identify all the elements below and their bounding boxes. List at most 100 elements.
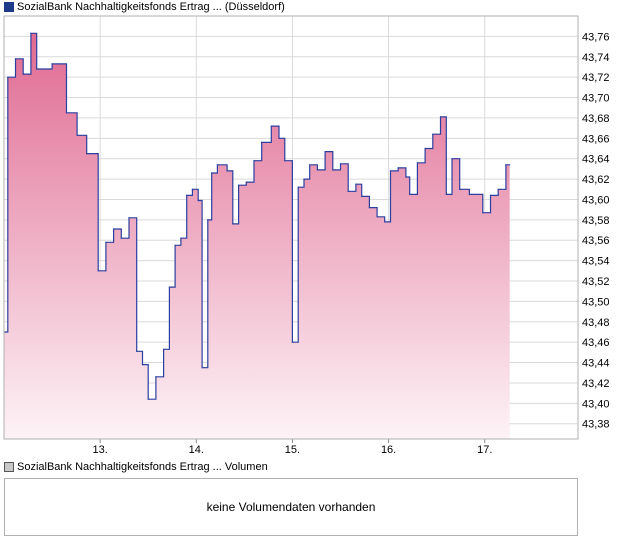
price-point xyxy=(216,164,218,166)
price-point xyxy=(278,137,280,139)
price-point xyxy=(339,163,342,165)
price-point xyxy=(180,237,182,239)
price-point xyxy=(505,164,507,166)
y-tick-label: 43,74 xyxy=(582,52,610,64)
price-point xyxy=(355,183,357,185)
y-tick-label: 43,60 xyxy=(582,194,610,206)
price-point xyxy=(409,193,411,195)
x-tick-label: 13. xyxy=(92,444,107,456)
price-point xyxy=(432,133,434,135)
price-series-swatch xyxy=(4,2,14,12)
price-point xyxy=(238,184,240,186)
y-tick-label: 43,58 xyxy=(582,215,610,227)
price-point xyxy=(201,367,203,369)
price-point xyxy=(297,186,299,188)
x-tick-label: 15. xyxy=(285,444,300,456)
y-tick-label: 43,64 xyxy=(582,154,610,166)
price-point xyxy=(284,160,286,162)
price-chart: 43,38 43,40 43,42 43,44 43,46 43,48 43,50 43,52… xyxy=(3,15,610,456)
price-point xyxy=(155,376,157,378)
price-point xyxy=(368,207,370,209)
price-series-line xyxy=(4,32,510,400)
area-layer xyxy=(3,32,511,440)
y-tick-label: 43,54 xyxy=(582,256,610,268)
price-point xyxy=(22,73,24,75)
price-point xyxy=(207,219,209,221)
price-point xyxy=(424,147,426,150)
price-point xyxy=(120,237,122,239)
price-point xyxy=(211,172,213,174)
price-point xyxy=(163,348,165,350)
y-tick-label: 43,46 xyxy=(582,337,610,349)
price-area-fill xyxy=(4,33,510,440)
y-tick-label: 43,38 xyxy=(582,419,610,431)
price-point xyxy=(468,193,470,195)
price-point xyxy=(245,181,247,183)
y-tick-label: 43,40 xyxy=(582,398,610,410)
price-point xyxy=(316,169,318,171)
y-tick-label: 43,44 xyxy=(582,358,610,370)
price-point xyxy=(497,188,499,190)
price-point xyxy=(30,32,32,34)
price-point xyxy=(226,170,228,172)
y-tick-label: 43,56 xyxy=(582,235,610,247)
price-point xyxy=(347,190,349,192)
y-tick-label: 43,42 xyxy=(582,378,610,390)
x-tick-label: 14. xyxy=(189,444,204,456)
volume-legend-label: SozialBank Nachhaltigkeitsfonds Ertrag .… xyxy=(17,461,268,473)
price-point xyxy=(197,199,199,202)
price-point xyxy=(168,286,170,288)
price-point xyxy=(445,193,447,195)
price-point xyxy=(136,350,138,352)
price-point xyxy=(36,68,38,70)
volume-panel: keine Volumendaten vorhanden xyxy=(4,478,578,536)
price-point xyxy=(186,194,188,196)
y-tick-label: 43,72 xyxy=(582,72,610,84)
price-point xyxy=(128,217,130,219)
y-tick-label: 43,76 xyxy=(582,31,610,43)
price-point xyxy=(384,221,386,223)
price-point xyxy=(324,151,326,153)
price-point xyxy=(309,164,311,166)
y-tick-label: 43,48 xyxy=(582,317,610,329)
price-point xyxy=(147,398,149,400)
price-point xyxy=(14,58,17,60)
price-point xyxy=(7,76,9,78)
x-tick-label: 16. xyxy=(381,444,396,456)
price-point xyxy=(303,178,305,180)
price-point xyxy=(482,212,484,214)
price-point xyxy=(389,170,392,172)
x-tick-label: 17. xyxy=(477,444,492,456)
y-tick-label: 43,52 xyxy=(582,276,610,288)
y-tick-label: 43,68 xyxy=(582,113,610,125)
price-point xyxy=(261,141,263,143)
y-tick-label: 43,66 xyxy=(582,133,610,145)
price-point xyxy=(86,153,88,155)
volume-series-swatch xyxy=(4,462,14,472)
price-point xyxy=(376,216,378,218)
price-point xyxy=(416,162,418,164)
price-point xyxy=(76,134,78,136)
price-point xyxy=(97,270,99,272)
price-point xyxy=(405,176,407,178)
price-point xyxy=(332,169,334,171)
price-point xyxy=(459,188,461,190)
price-point xyxy=(270,125,272,127)
price-point xyxy=(509,164,511,166)
price-point xyxy=(291,341,293,343)
price-point xyxy=(113,228,115,230)
tick-layer: 43,38 43,40 43,42 43,44 43,46 43,48 43,50 43,52… xyxy=(92,31,609,456)
price-point xyxy=(105,241,107,243)
price-point xyxy=(451,158,453,160)
price-point xyxy=(141,364,144,366)
y-tick-label: 43,62 xyxy=(582,174,610,186)
y-tick-label: 43,50 xyxy=(582,296,610,308)
price-point xyxy=(489,194,492,196)
price-point xyxy=(174,244,176,246)
price-point xyxy=(232,223,234,225)
price-point xyxy=(51,63,53,65)
volume-legend: SozialBank Nachhaltigkeitsfonds Ertrag .… xyxy=(4,461,268,473)
price-legend: SozialBank Nachhaltigkeitsfonds Ertrag .… xyxy=(4,1,285,13)
plot-frame xyxy=(3,15,579,440)
price-point xyxy=(65,112,68,114)
